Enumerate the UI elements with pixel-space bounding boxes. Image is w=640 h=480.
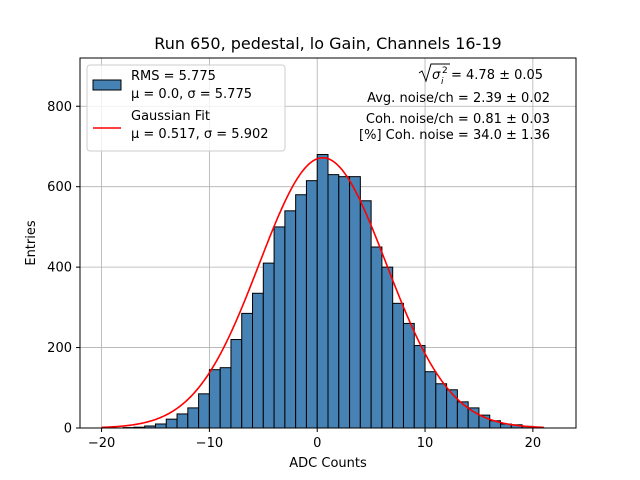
y-axis-ticks: 0 200 400 600 800	[47, 100, 80, 437]
histogram-bar: 8: 260	[402, 322, 415, 429]
histogram-bar: -8: 220	[230, 339, 243, 429]
histogram-bar: -7: 285	[241, 312, 254, 429]
legend-fit-label: Gaussian Fit	[131, 109, 210, 124]
sqrt-radical-icon	[418, 63, 450, 83]
y-tick-label: 600	[47, 180, 72, 195]
gaussian-fit-layer	[101, 156, 544, 429]
histogram-bar: 1: 630	[327, 174, 340, 429]
histogram-bar: 9: 205	[413, 345, 426, 429]
histogram-bar: 10: 140	[424, 371, 437, 429]
coherent-noise-per-channel: Coh. noise/ch = 0.81 ± 0.03	[366, 112, 550, 127]
histogram-bar: -11: 85	[198, 393, 210, 429]
histogram-bar: -13: 35	[176, 413, 189, 429]
y-tick-label: 400	[47, 261, 72, 276]
x-tick-label: 20	[525, 436, 542, 451]
x-tick-label: −10	[196, 436, 223, 451]
sigma-exponent: 2	[442, 66, 448, 76]
y-axis-label: Entries	[24, 220, 39, 266]
histogram-bar: 4: 565	[359, 200, 372, 429]
histogram-bar: -15: 10	[154, 423, 167, 429]
histogram-bars: -18: 1-17: 2-16: 5-15: 10-14: 22-13: 35-…	[122, 154, 545, 429]
y-tick-label: 800	[47, 100, 72, 115]
x-axis-label: ADC Counts	[289, 456, 367, 471]
histogram-bar: 13: 65	[456, 401, 469, 429]
sigma-subscript: i	[441, 77, 444, 87]
avg-noise-per-channel: Avg. noise/ch = 2.39 ± 0.02	[367, 91, 550, 106]
histogram-bar: -2: 580	[295, 194, 307, 429]
histogram-bar: -6: 335	[252, 292, 264, 429]
histogram-bar: -5: 410	[262, 262, 275, 429]
histogram-bar: -4: 500	[273, 226, 286, 429]
histogram-bar: -10: 145	[208, 369, 221, 429]
histogram-bar: -12: 50	[187, 407, 200, 429]
legend-fit-params: μ = 0.517, σ = 5.902	[131, 127, 269, 142]
y-tick-label: 0	[64, 422, 72, 437]
histogram-bar: -14: 22	[165, 418, 178, 429]
legend-hist-rms: RMS = 5.775	[131, 69, 216, 84]
histogram-bar: -9: 150	[219, 367, 232, 429]
sqrt-sigma-symbol: σ 2 i	[418, 63, 450, 87]
legend-box	[86, 64, 286, 152]
histogram-bar: -1: 615	[305, 180, 318, 429]
histogram-bar: 5: 450	[370, 246, 383, 429]
coherent-noise-percent: [%] Coh. noise = 34.0 ± 1.36	[359, 128, 550, 143]
y-tick-label: 200	[47, 341, 72, 356]
gaussian-fit-curve	[101, 156, 544, 429]
histogram-bar: -3: 540	[284, 210, 297, 429]
histogram-bar: 0: 680	[316, 154, 329, 429]
total-noise-value: = 4.78 ± 0.05	[451, 68, 543, 83]
plot-area: -18: 1-17: 2-16: 5-15: 10-14: 22-13: 35-…	[47, 57, 577, 451]
axes-frame	[79, 57, 577, 429]
legend-hist-swatch	[92, 79, 122, 91]
sigma-symbol: σ	[432, 68, 441, 83]
legend: RMS = 5.775 μ = 0.0, σ = 5.775 Gaussian …	[86, 64, 286, 152]
histogram-bar: 11: 110	[435, 383, 448, 429]
legend-hist-params: μ = 0.0, σ = 5.775	[131, 87, 252, 102]
histogram-bar: 12: 95	[446, 389, 458, 429]
chart-title: Run 650, pedestal, lo Gain, Channels 16-…	[154, 34, 501, 53]
histogram-bar: 7: 310	[392, 302, 404, 429]
x-tick-label: 0	[313, 436, 321, 451]
x-tick-label: 10	[417, 436, 434, 451]
histogram-bar: 2: 625	[338, 176, 351, 429]
histogram-bar: 3: 625	[349, 176, 361, 429]
noise-annotations: σ 2 i = 4.78 ± 0.05 Avg. noise/ch = 2.39…	[359, 63, 550, 143]
x-tick-label: −20	[88, 436, 115, 451]
histogram-bar: 6: 400	[381, 266, 394, 429]
x-axis-ticks: −20 −10 0 10 20	[88, 428, 541, 451]
